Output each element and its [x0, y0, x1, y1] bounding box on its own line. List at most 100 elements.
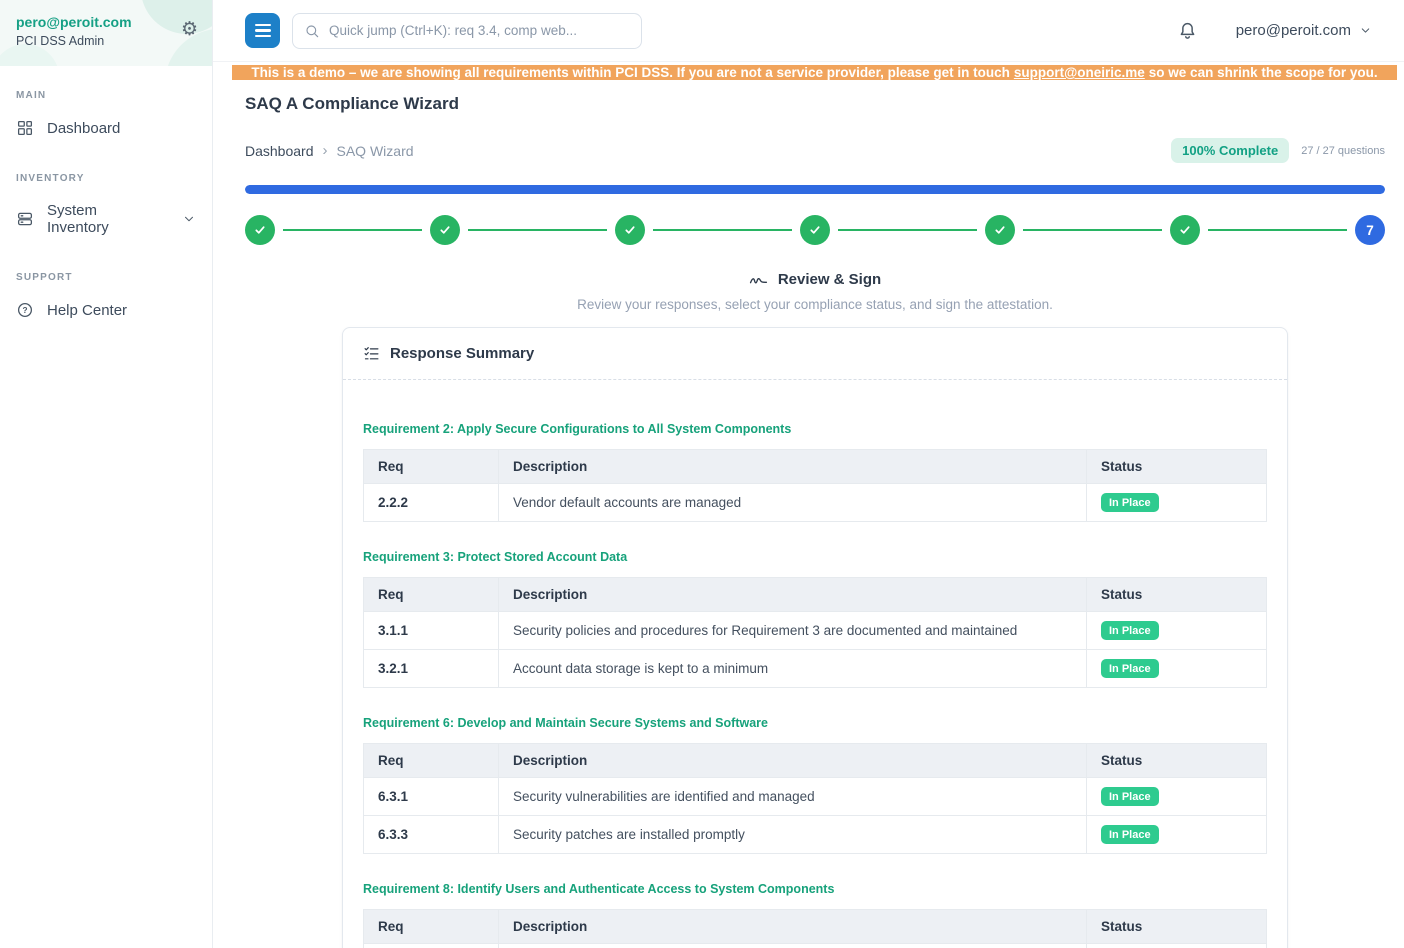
step-circle-active[interactable]: 7 — [1355, 215, 1385, 245]
description-cell: Security policies and procedures for Req… — [498, 611, 1087, 650]
gear-icon[interactable]: ⚙ — [180, 18, 198, 40]
check-icon — [810, 226, 820, 234]
step-circle-done[interactable] — [1170, 215, 1200, 245]
table-row: 3.2.1 Account data storage is kept to a m… — [363, 649, 1267, 688]
sidebar: pero@peroit.com PCI DSS Admin ⚙ MAIN Das… — [0, 0, 213, 948]
progress-bar — [245, 185, 1385, 194]
column-header: Description — [498, 743, 1087, 778]
description-cell: All users assigned a unique ID — [498, 943, 1087, 948]
description-cell: Vendor default accounts are managed — [498, 483, 1087, 522]
signature-pen-icon — [749, 277, 767, 284]
req-number-cell: 8.2.1 — [363, 943, 499, 948]
step-connector — [653, 229, 792, 231]
sidebar-item-label: Help Center — [47, 301, 128, 319]
sidebar-user-card: pero@peroit.com PCI DSS Admin ⚙ — [0, 0, 212, 66]
req-number-cell: 6.3.3 — [363, 815, 499, 854]
sidebar-item-label: System Inventory — [47, 202, 109, 236]
column-header: Status — [1086, 743, 1267, 778]
chevron-down-icon — [185, 216, 193, 222]
user-menu-email: pero@peroit.com — [1235, 22, 1351, 39]
page-content: SAQ A Compliance Wizard Dashboard › SAQ … — [213, 80, 1404, 948]
dashboard-grid-icon — [17, 120, 33, 136]
help-circle-icon: ? — [17, 302, 33, 318]
description-cell: Security vulnerabilities are identified … — [498, 777, 1087, 816]
check-icon — [995, 226, 1005, 234]
step-connector — [468, 229, 607, 231]
column-header: Description — [498, 449, 1087, 484]
step-circle-done[interactable] — [985, 215, 1015, 245]
sidebar-section-support: SUPPORT — [16, 272, 73, 283]
check-icon — [440, 226, 450, 234]
step-circle-done[interactable] — [430, 215, 460, 245]
status-badge: In Place — [1101, 825, 1159, 844]
notifications-bell-icon[interactable] — [1177, 20, 1198, 41]
breadcrumb-dashboard[interactable]: Dashboard — [245, 142, 314, 159]
sidebar-item-system-inventory[interactable]: System Inventory — [0, 190, 212, 248]
topbar: pero@peroit.com — [213, 0, 1404, 62]
requirement-section: Requirement 2: Apply Secure Configuratio… — [363, 422, 1267, 522]
check-icon — [1180, 226, 1190, 234]
page-title: SAQ A Compliance Wizard — [245, 94, 459, 113]
sidebar-section-inventory: INVENTORY — [16, 173, 85, 184]
column-header: Req — [363, 577, 499, 612]
requirement-heading: Requirement 3: Protect Stored Account Da… — [363, 550, 628, 564]
breadcrumb: Dashboard › SAQ Wizard — [245, 142, 414, 159]
column-header: Status — [1086, 577, 1267, 612]
card-title: Response Summary — [390, 345, 535, 362]
sidebar-section-main: MAIN — [16, 90, 47, 101]
table-row: 2.2.2 Vendor default accounts are managed… — [363, 483, 1267, 522]
sidebar-user-role: PCI DSS Admin — [16, 34, 105, 48]
demo-banner: This is a demo – we are showing all requ… — [232, 65, 1397, 80]
support-email-link[interactable]: support@oneiric.me — [1013, 65, 1145, 80]
main-area: pero@peroit.com This is a demo – we are … — [213, 0, 1404, 948]
search-icon — [306, 24, 319, 37]
status-cell: In Place — [1086, 943, 1267, 948]
req-number-cell: 3.2.1 — [363, 649, 499, 688]
hamburger-menu-button[interactable] — [245, 13, 280, 48]
requirement-table: Req Description Status 2.2.2 Vendor default … — [363, 449, 1267, 522]
demo-banner-text: so we can shrink the scope for you. — [1148, 65, 1378, 80]
req-number-cell: 3.1.1 — [363, 611, 499, 650]
description-cell: Security patches are installed promptly — [498, 815, 1087, 854]
sidebar-item-help-center[interactable]: ? Help Center — [0, 289, 212, 331]
sidebar-item-dashboard[interactable]: Dashboard — [0, 107, 212, 149]
completion-badge: 100% Complete — [1171, 138, 1290, 163]
check-icon — [625, 226, 635, 234]
quick-jump-search-input[interactable] — [292, 12, 642, 49]
step-circle-done[interactable] — [800, 215, 830, 245]
column-header: Req — [363, 743, 499, 778]
status-cell: In Place — [1086, 483, 1267, 522]
description-cell: Account data storage is kept to a minimu… — [498, 649, 1087, 688]
table-row: 6.3.1 Security vulnerabilities are identi… — [363, 777, 1267, 816]
demo-banner-text: This is a demo – we are showing all requ… — [251, 65, 1010, 80]
status-cell: In Place — [1086, 777, 1267, 816]
requirement-heading: Requirement 6: Develop and Maintain Secu… — [363, 716, 768, 730]
check-icon — [255, 226, 265, 234]
requirement-table: ReqDescriptionStatus8.2.1All users assig… — [363, 909, 1267, 948]
column-header: Req — [363, 449, 499, 484]
column-header: Description — [498, 909, 1087, 944]
breadcrumb-current: SAQ Wizard — [336, 142, 414, 159]
status-badge: In Place — [1101, 787, 1159, 806]
chevron-down-icon — [1361, 28, 1370, 33]
table-row: 3.1.1 Security policies and procedures fo… — [363, 611, 1267, 650]
status-badge: In Place — [1101, 493, 1159, 512]
progress-fill — [245, 185, 1385, 194]
summary-sections: Requirement 2: Apply Secure Configuratio… — [343, 380, 1287, 948]
wizard-stepper: 7 — [245, 215, 1385, 245]
column-header: Description — [498, 577, 1087, 612]
step-circle-done[interactable] — [615, 215, 645, 245]
user-menu[interactable]: pero@peroit.com — [1236, 22, 1372, 39]
questions-count: 27 / 27 questions — [1301, 144, 1385, 157]
status-badge: In Place — [1101, 659, 1159, 678]
step-circle-done[interactable] — [245, 215, 275, 245]
step-connector — [1023, 229, 1162, 231]
status-cell: In Place — [1086, 815, 1267, 854]
step-connector — [1208, 229, 1347, 231]
server-icon — [17, 212, 33, 226]
checklist-icon — [364, 347, 379, 360]
requirement-heading: Requirement 2: Apply Secure Configuratio… — [363, 422, 792, 436]
column-header: Req — [363, 909, 499, 944]
req-number-cell: 2.2.2 — [363, 483, 499, 522]
